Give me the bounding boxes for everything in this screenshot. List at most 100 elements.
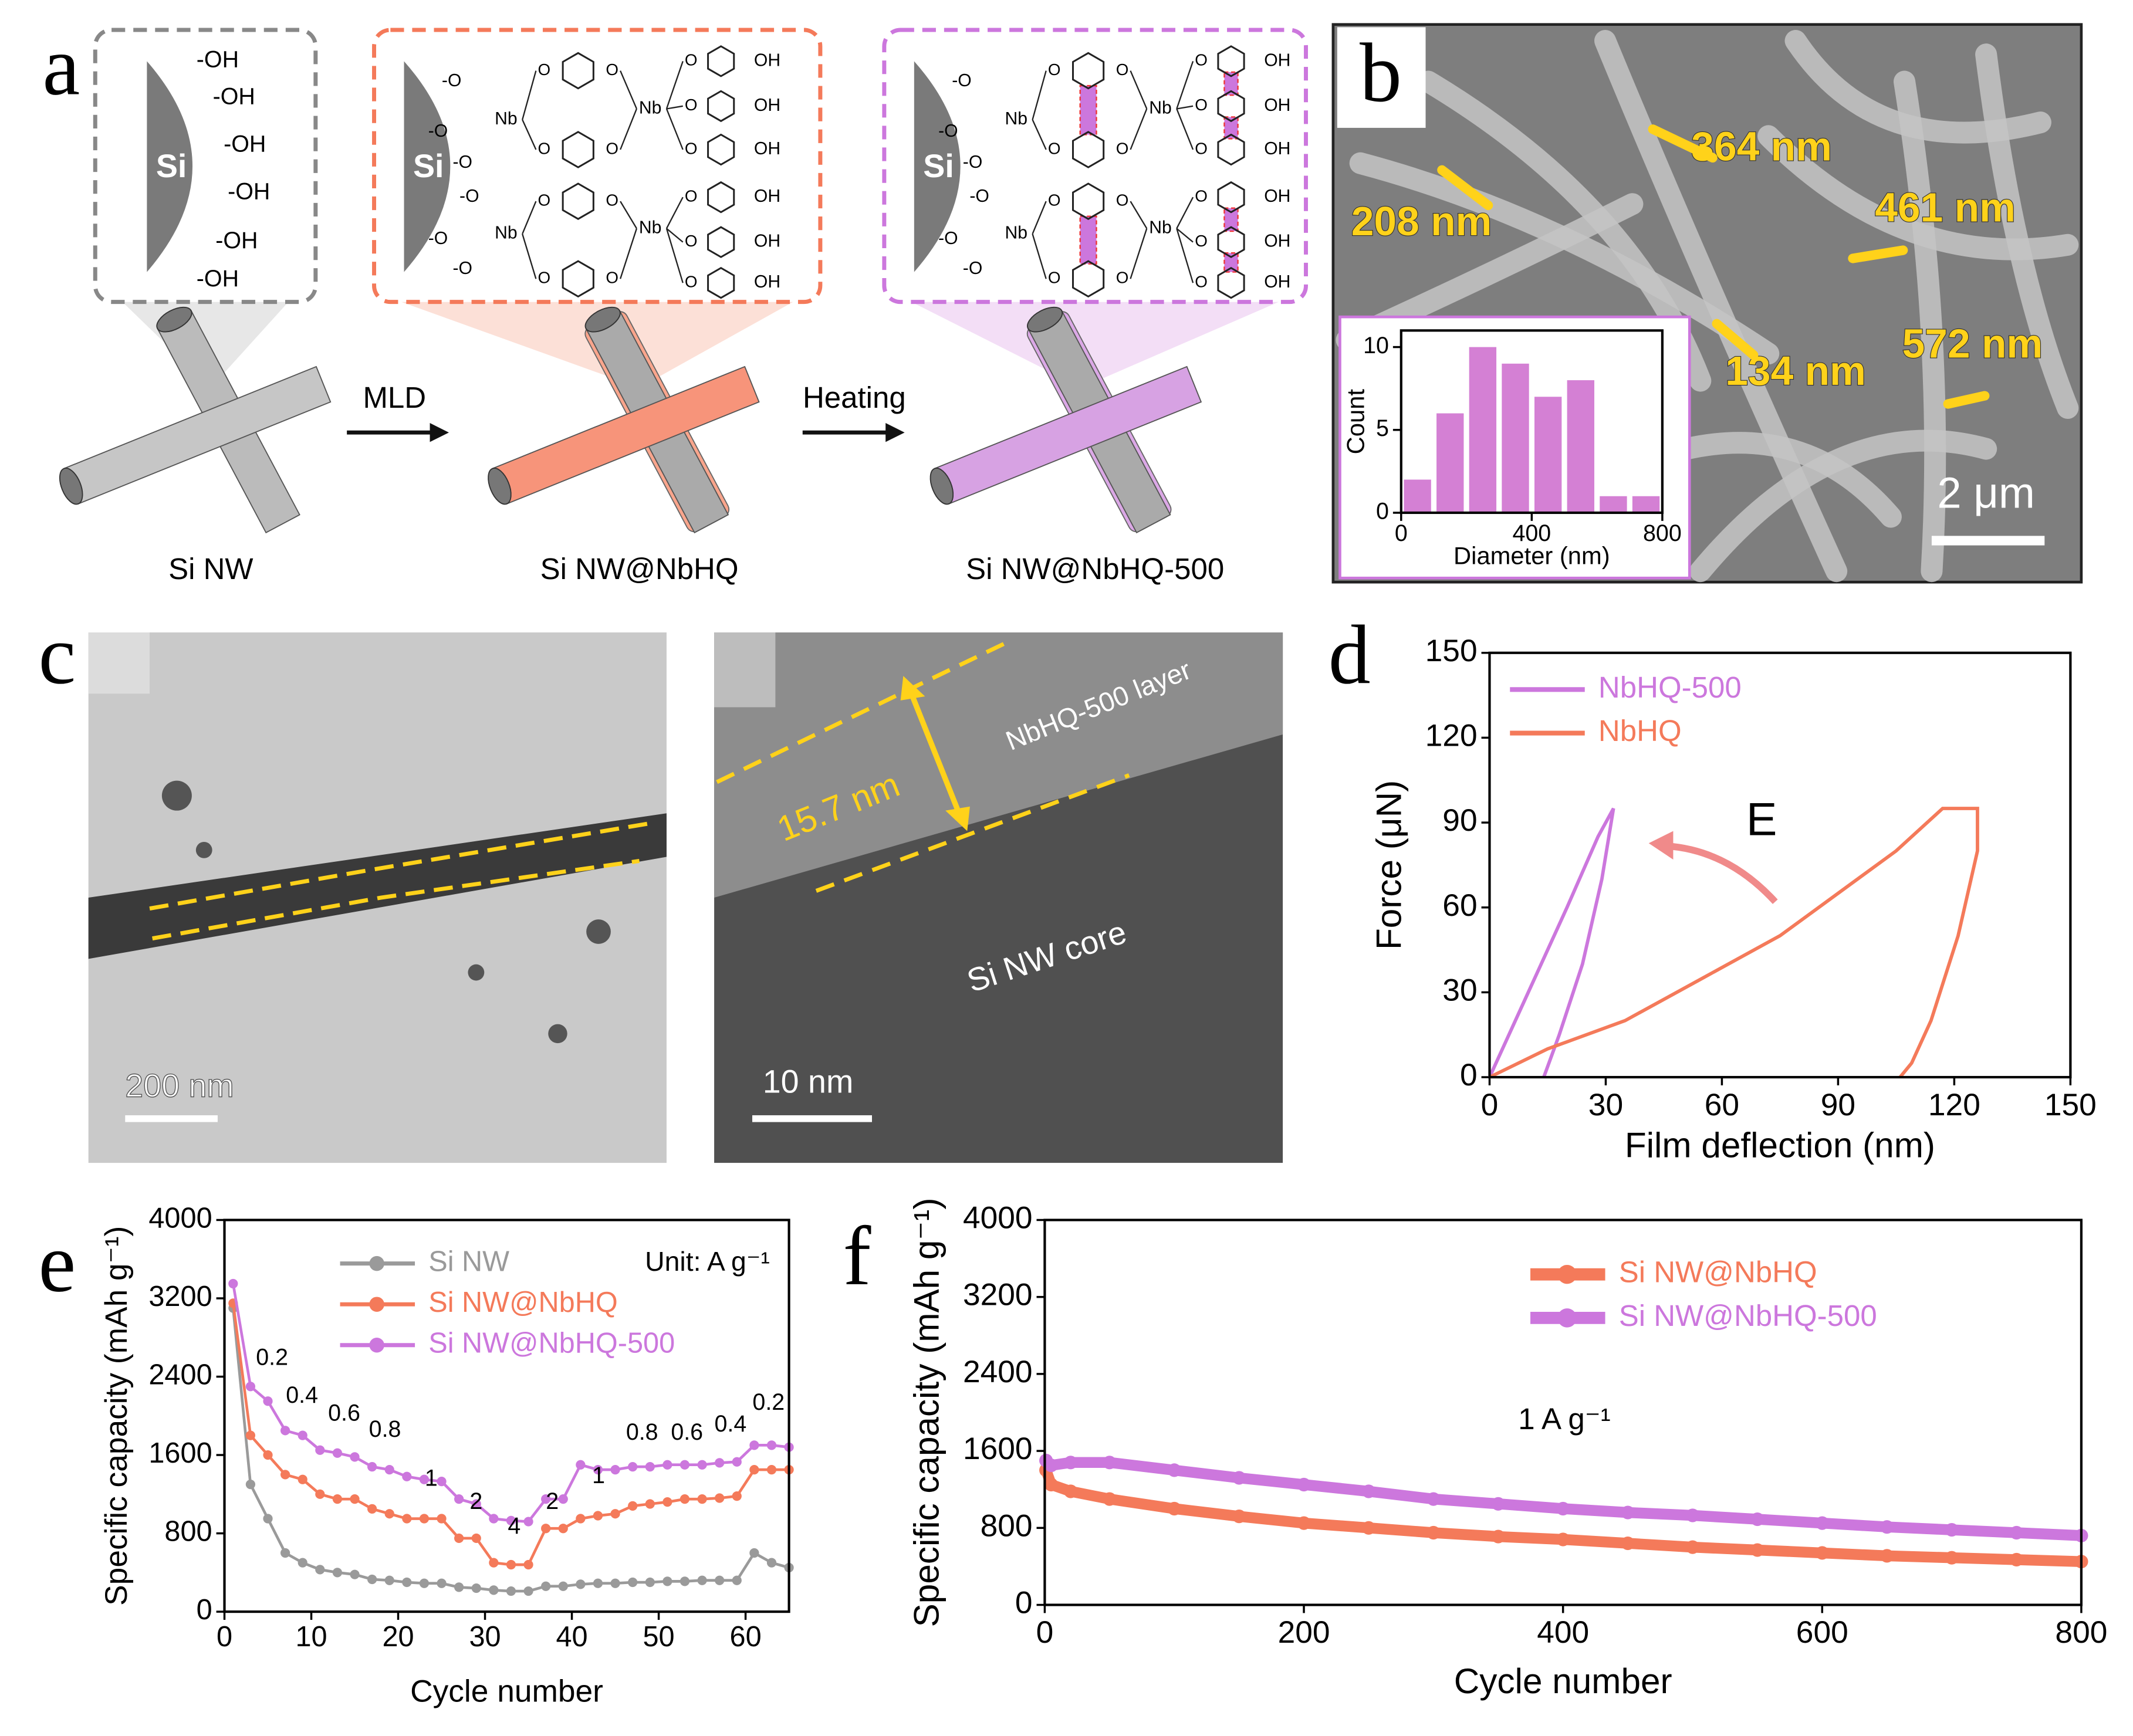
ring <box>562 131 594 168</box>
bond <box>665 197 684 229</box>
marker <box>628 1501 638 1511</box>
bond <box>522 119 537 150</box>
rod <box>59 366 332 505</box>
x-tick-label: 0 <box>1481 1088 1499 1122</box>
marker <box>471 1583 481 1593</box>
marker <box>315 1445 325 1455</box>
size-label: 461 nm <box>1875 185 2016 231</box>
o-label: O <box>538 269 550 287</box>
marker <box>298 1474 307 1484</box>
rate-label: 1 <box>592 1463 605 1488</box>
marker <box>437 1514 447 1524</box>
marker <box>315 1489 325 1499</box>
marker <box>471 1499 481 1509</box>
legend-label: Si NW@NbHQ <box>428 1287 618 1318</box>
bond <box>620 109 638 150</box>
marker <box>1167 1501 1181 1516</box>
legend-marker <box>369 1297 384 1312</box>
bar <box>1600 496 1627 513</box>
oh-label: OH <box>1264 232 1290 251</box>
y-tick-label: 60 <box>1442 888 1477 923</box>
marker <box>1815 1516 1829 1530</box>
plot-frame <box>1400 329 1664 515</box>
step-label: Heating <box>803 381 906 414</box>
interface <box>716 637 1130 893</box>
ring <box>562 182 594 220</box>
y-tick-label: 3200 <box>963 1278 1033 1312</box>
marker <box>384 1509 394 1519</box>
nb-label: Nb <box>1149 98 1172 117</box>
ring <box>1071 182 1105 220</box>
marker <box>384 1575 394 1585</box>
bond <box>1032 234 1047 279</box>
scale-bar <box>752 1115 872 1122</box>
marker <box>437 1578 447 1588</box>
x-tick-label: 800 <box>2055 1615 2107 1650</box>
y-tick-label: 3200 <box>148 1281 212 1312</box>
bar <box>1436 413 1464 513</box>
marker <box>332 1568 343 1578</box>
marker <box>1063 1456 1078 1470</box>
plot: 0 400 800 0 5 10 Diameter (nm) Count <box>1342 329 1682 569</box>
y-tick-label: 4000 <box>148 1202 212 1234</box>
marker <box>523 1586 533 1596</box>
sample-label: Si NW <box>168 552 253 586</box>
marker <box>263 1450 273 1460</box>
marker <box>749 1464 759 1475</box>
bond <box>665 228 684 283</box>
panel-label: e <box>38 1217 76 1310</box>
marker <box>1167 1463 1181 1477</box>
panel-label: c <box>38 608 76 702</box>
marker <box>1685 1540 1700 1554</box>
y-tick-label: 0 <box>197 1594 212 1626</box>
x-tick-label: 120 <box>1928 1088 1980 1122</box>
x-tick-label: 60 <box>1705 1088 1739 1122</box>
marker <box>662 1576 672 1586</box>
marker <box>1232 1510 1246 1524</box>
marker <box>280 1548 290 1558</box>
oxy-label: -O <box>963 153 982 172</box>
o-label: O <box>1195 232 1208 250</box>
marker <box>628 1461 638 1472</box>
marker <box>523 1517 533 1527</box>
series-line <box>1042 1456 2082 1541</box>
marker <box>1556 1501 1570 1516</box>
marker <box>419 1474 430 1484</box>
crosslink <box>1223 252 1239 273</box>
plot-frame <box>1488 651 2072 1079</box>
nb-label: Nb <box>1005 109 1027 128</box>
ring <box>1217 133 1245 166</box>
marker <box>610 1464 620 1475</box>
hydroxyl: -OH <box>197 47 239 73</box>
marker <box>541 1494 551 1504</box>
marker <box>1232 1471 1246 1485</box>
si-label: Si <box>156 148 187 184</box>
arrow-head <box>430 422 449 442</box>
o-label: O <box>685 51 698 69</box>
marker <box>1750 1543 1764 1557</box>
ring <box>1217 226 1245 258</box>
y-tick-label: 30 <box>1442 973 1477 1007</box>
annotation: E <box>1746 793 1777 845</box>
nb-label: Nb <box>639 218 662 237</box>
legend-marker <box>369 1256 384 1271</box>
marker <box>350 1569 360 1579</box>
ring <box>707 45 735 77</box>
plot: 0 30 60 90 120 150 0 30 60 90 120 150 Film deflectio… <box>1368 634 2096 1165</box>
si-label: Si <box>413 148 444 184</box>
legend-marker <box>1557 1264 1577 1284</box>
marker <box>680 1576 690 1586</box>
oxy-label: -O <box>428 229 448 248</box>
o-label: O <box>1195 51 1208 69</box>
nb-label: Nb <box>495 224 518 243</box>
hydroxyl: -OH <box>213 83 255 109</box>
ring <box>1071 52 1105 90</box>
marker <box>402 1514 412 1524</box>
o-label: O <box>1116 60 1129 79</box>
rod-end <box>488 468 512 505</box>
marker <box>680 1494 690 1504</box>
marker <box>732 1457 742 1467</box>
marker <box>1556 1532 1570 1547</box>
bond <box>1032 201 1047 235</box>
